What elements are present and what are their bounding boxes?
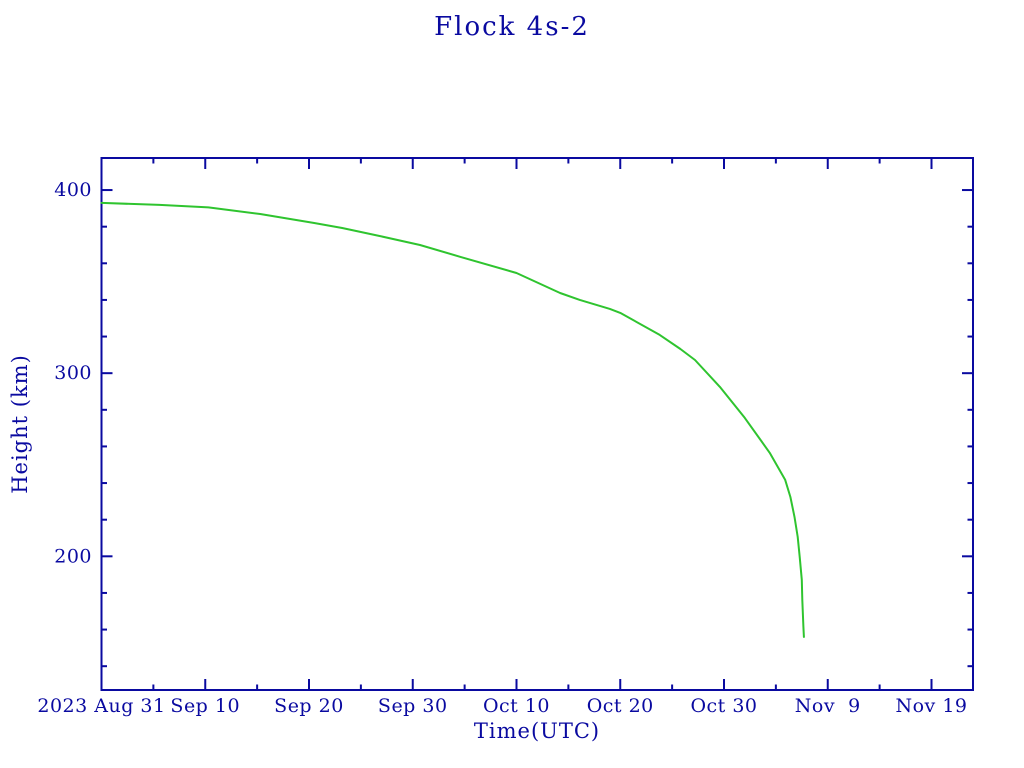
x-tick-label: Oct 10 [483, 695, 550, 717]
x-tick-label: 2023 Aug 31 [37, 695, 165, 717]
x-tick-label: Oct 30 [690, 695, 757, 717]
x-axis-title: Time(UTC) [473, 719, 601, 743]
decay-curve [100, 201, 805, 638]
x-tick-label: Sep 30 [378, 695, 448, 717]
x-tick-label: Sep 20 [274, 695, 344, 717]
plot-box [100, 157, 974, 691]
x-tick-label: Oct 20 [587, 695, 654, 717]
x-tick-label: Nov 19 [895, 695, 967, 717]
chart-title: Flock 4s-2 [434, 12, 590, 42]
y-tick-label: 300 [54, 362, 92, 384]
x-tick-label: Nov 9 [795, 695, 861, 717]
y-tick-label: 200 [54, 545, 92, 567]
y-tick-label: 400 [54, 179, 92, 201]
x-tick-label: Sep 10 [170, 695, 240, 717]
